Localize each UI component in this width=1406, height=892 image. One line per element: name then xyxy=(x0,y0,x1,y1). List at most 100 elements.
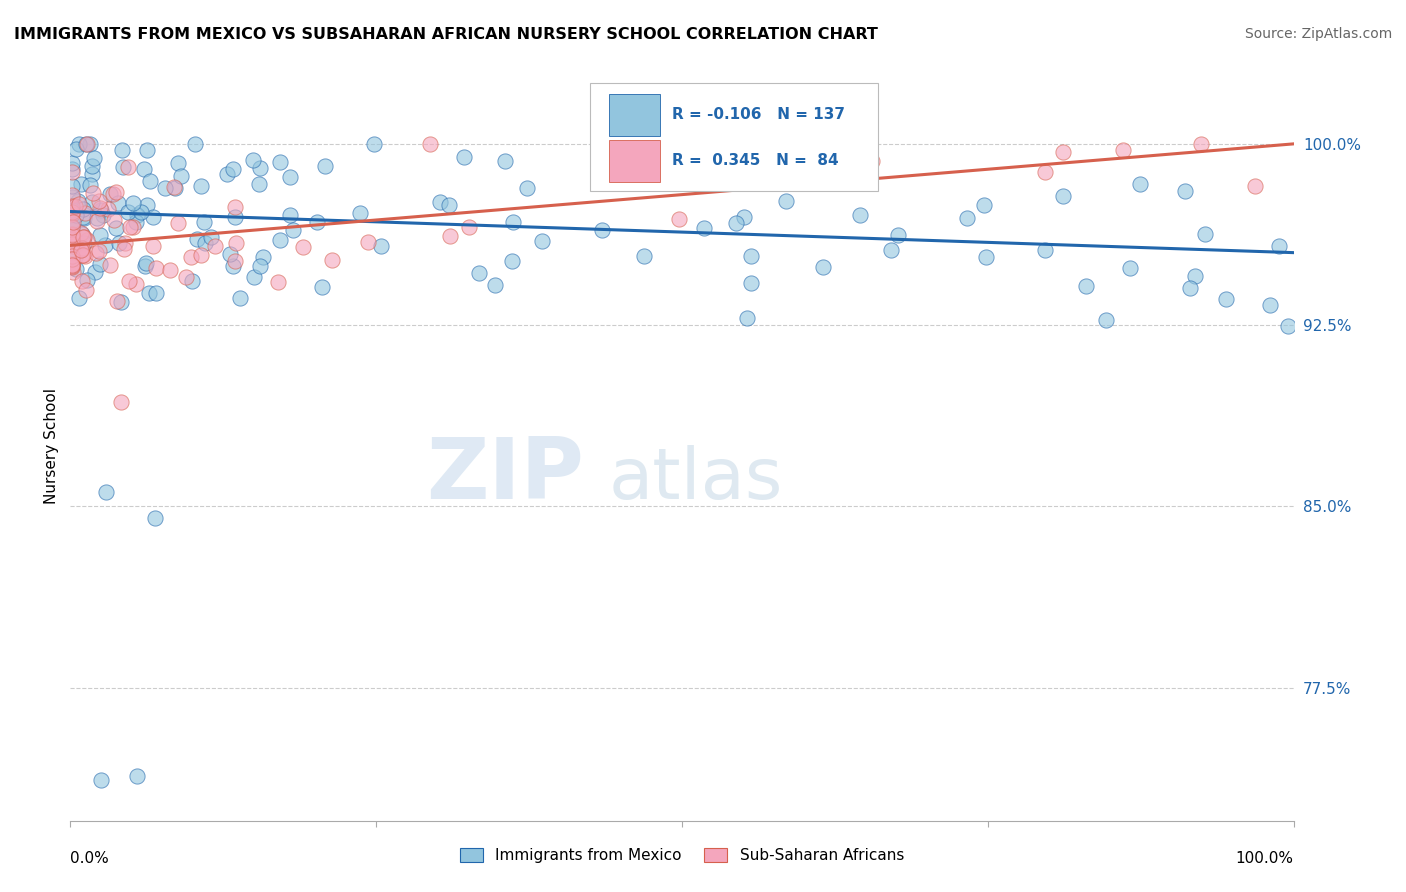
Point xyxy=(73,236,96,251)
Point xyxy=(242,153,264,168)
Point xyxy=(1194,227,1216,241)
Point xyxy=(860,153,883,168)
Point xyxy=(468,266,491,280)
Text: atlas: atlas xyxy=(609,445,783,514)
Point xyxy=(60,178,83,193)
Point xyxy=(60,223,83,237)
Point xyxy=(60,162,83,177)
Point xyxy=(370,238,392,252)
Point xyxy=(269,154,291,169)
Point xyxy=(484,277,506,292)
Point xyxy=(280,170,302,185)
Point xyxy=(101,186,124,201)
Point xyxy=(281,223,304,237)
Point xyxy=(117,161,139,175)
Point xyxy=(107,236,129,251)
Point xyxy=(249,260,271,274)
Point xyxy=(627,169,650,184)
Point xyxy=(204,238,226,252)
Point xyxy=(349,206,371,220)
Point xyxy=(1095,313,1118,327)
Point xyxy=(134,259,156,273)
Point xyxy=(60,207,83,221)
Point xyxy=(67,197,90,211)
Point xyxy=(66,194,89,208)
Point xyxy=(135,197,157,211)
Point xyxy=(60,236,83,251)
Point xyxy=(93,238,115,252)
Point xyxy=(494,154,516,169)
Point xyxy=(121,195,143,210)
Point xyxy=(72,241,94,255)
Point xyxy=(84,265,107,279)
Point xyxy=(72,248,94,262)
Point xyxy=(1052,145,1074,160)
Point xyxy=(811,260,834,275)
Text: 100.0%: 100.0% xyxy=(1236,851,1294,865)
Point xyxy=(82,186,104,200)
Point xyxy=(170,169,193,183)
Point xyxy=(167,216,190,230)
Point xyxy=(60,204,83,219)
Point xyxy=(76,233,98,247)
Point xyxy=(131,205,153,219)
Point xyxy=(60,227,83,242)
Point xyxy=(60,156,83,170)
Point xyxy=(86,211,108,225)
FancyBboxPatch shape xyxy=(591,83,877,191)
Point xyxy=(70,243,93,257)
Point xyxy=(65,142,87,156)
Point xyxy=(193,215,215,229)
Point xyxy=(1268,239,1291,253)
Point xyxy=(65,208,87,222)
Point xyxy=(145,261,167,276)
Point xyxy=(60,260,83,275)
Point xyxy=(163,180,186,194)
Point xyxy=(1277,318,1299,333)
Y-axis label: Nursery School: Nursery School xyxy=(44,388,59,504)
Point xyxy=(321,252,343,267)
Point xyxy=(90,202,112,217)
Point xyxy=(60,201,83,215)
Point xyxy=(87,244,110,259)
Point xyxy=(60,202,83,217)
Legend: Immigrants from Mexico, Sub-Saharan Africans: Immigrants from Mexico, Sub-Saharan Afri… xyxy=(454,842,910,869)
Point xyxy=(190,179,212,194)
Text: Source: ZipAtlas.com: Source: ZipAtlas.com xyxy=(1244,27,1392,41)
Point xyxy=(1033,165,1056,179)
FancyBboxPatch shape xyxy=(609,94,659,136)
Point xyxy=(62,215,84,229)
Text: 0.0%: 0.0% xyxy=(70,851,110,865)
Point xyxy=(60,257,83,271)
Point xyxy=(1174,184,1197,198)
Point xyxy=(224,200,246,214)
Point xyxy=(70,242,93,256)
Point xyxy=(135,255,157,269)
Point xyxy=(82,195,104,210)
Point xyxy=(107,196,129,211)
Point xyxy=(60,237,83,252)
Point xyxy=(70,226,93,240)
Point xyxy=(79,178,101,192)
Point xyxy=(90,773,112,788)
Point xyxy=(60,187,83,202)
Point xyxy=(110,295,132,310)
Point xyxy=(429,195,451,210)
Point xyxy=(693,220,716,235)
Point xyxy=(292,240,315,254)
Text: ZIP: ZIP xyxy=(426,434,583,517)
Point xyxy=(591,223,613,237)
Point xyxy=(60,260,83,274)
Point xyxy=(1244,178,1267,193)
Point xyxy=(190,248,212,262)
Point xyxy=(314,159,336,173)
Point xyxy=(184,136,207,151)
Point xyxy=(60,258,83,272)
Point xyxy=(143,511,166,525)
Point xyxy=(1178,281,1201,295)
Point xyxy=(112,242,135,256)
Point xyxy=(249,161,271,175)
Point xyxy=(136,143,159,157)
Point xyxy=(307,215,329,229)
Point xyxy=(224,210,246,224)
